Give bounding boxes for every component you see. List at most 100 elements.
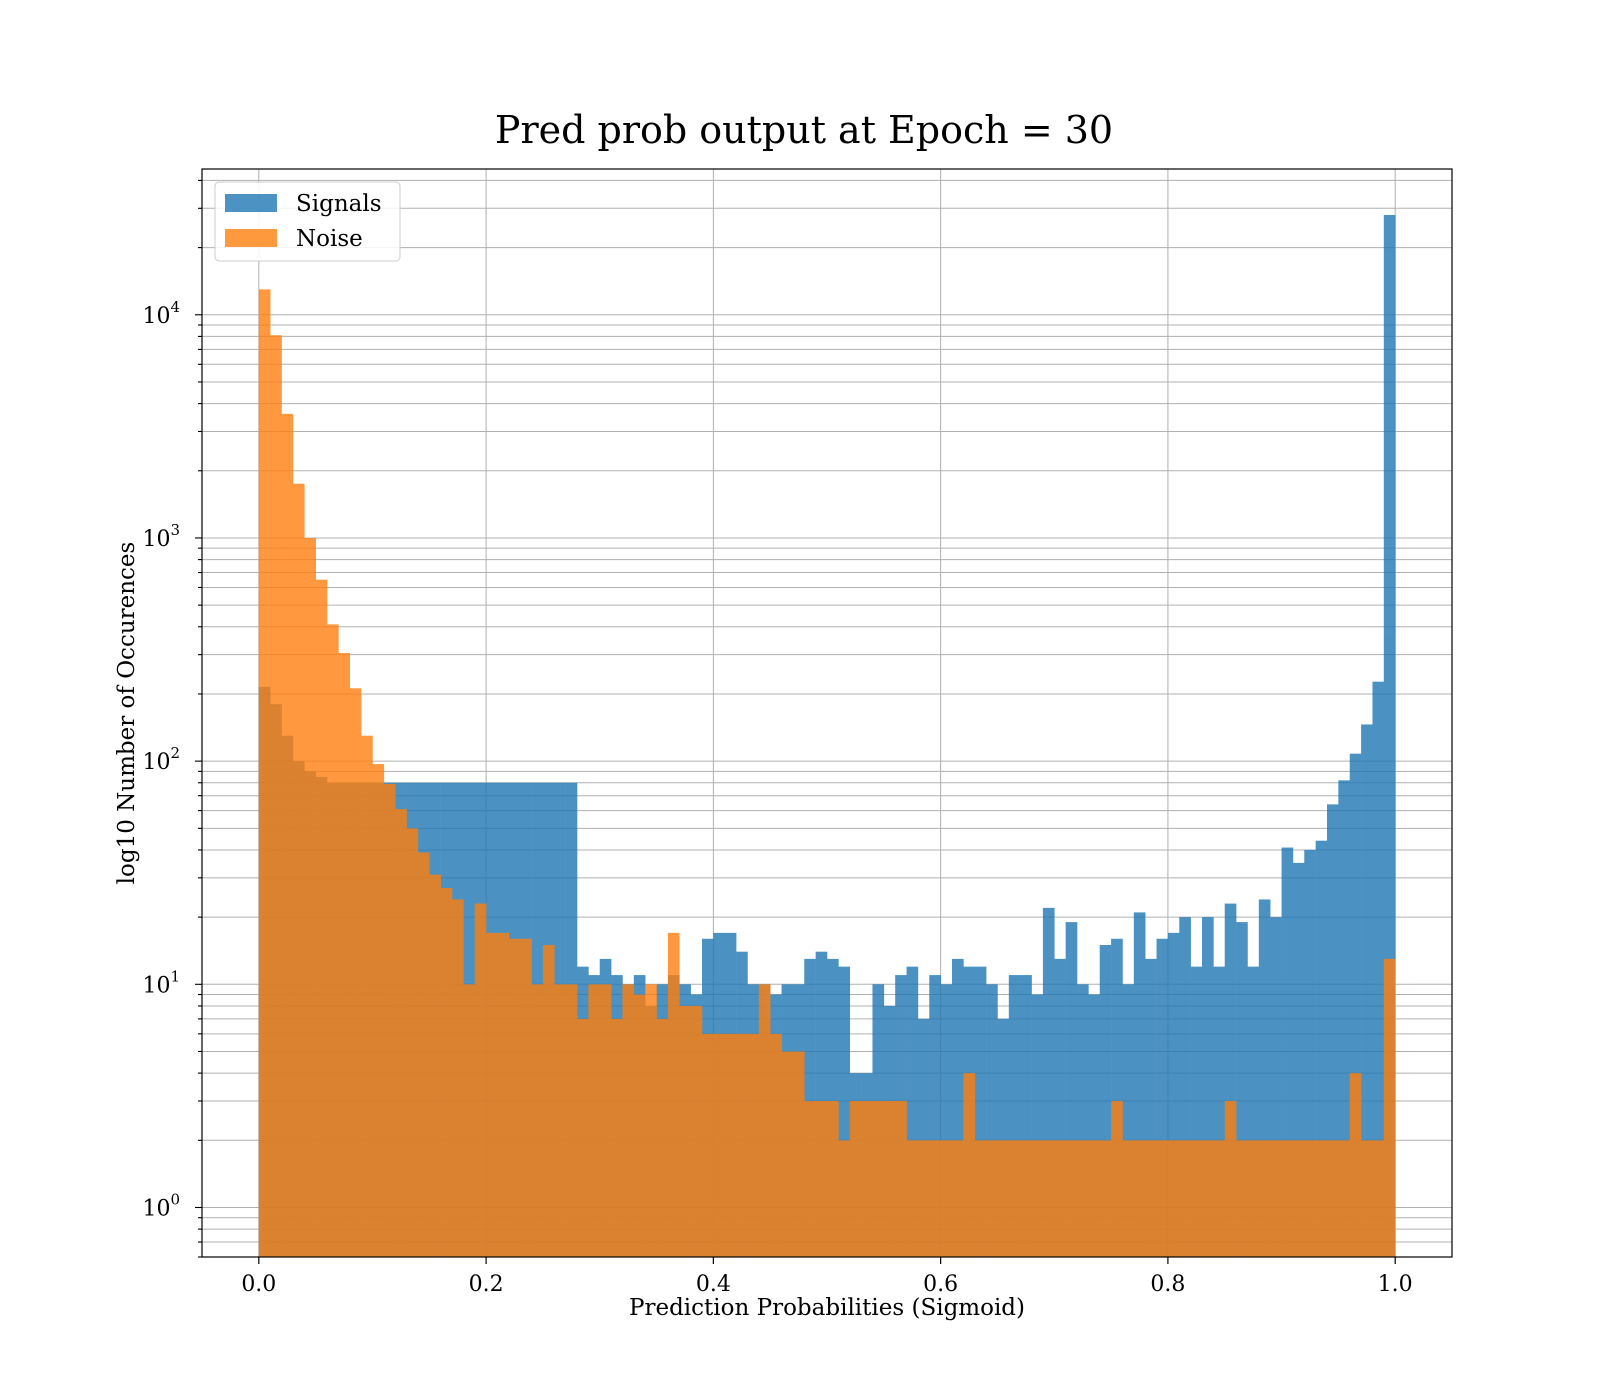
legend-label: Noise xyxy=(296,226,363,252)
bar xyxy=(1236,1140,1248,1257)
bar xyxy=(940,984,953,1257)
bar xyxy=(917,1018,930,1257)
histogram-bars xyxy=(258,214,1396,1258)
bar xyxy=(565,984,578,1257)
legend-swatch xyxy=(225,229,277,247)
x-tick-label: 1.0 xyxy=(1378,1272,1413,1297)
bar xyxy=(1145,958,1157,1257)
bar xyxy=(1133,912,1146,1257)
bar xyxy=(792,1051,805,1257)
x-tick-label: 0.0 xyxy=(241,1272,276,1297)
bar xyxy=(1338,780,1351,1257)
bar xyxy=(861,1101,873,1257)
bar xyxy=(1338,1140,1351,1257)
bar xyxy=(667,932,680,1257)
plot-frame xyxy=(201,168,1453,1258)
bar xyxy=(1042,1140,1055,1257)
bar xyxy=(406,828,419,1257)
bar xyxy=(1077,1140,1089,1257)
bar xyxy=(1258,1140,1271,1257)
bar xyxy=(770,1033,782,1257)
bar xyxy=(1111,1101,1123,1257)
bar xyxy=(849,1101,862,1257)
bar xyxy=(986,1140,998,1257)
legend-swatch xyxy=(225,194,277,212)
series-noise xyxy=(258,289,1396,1258)
bar xyxy=(963,1073,976,1257)
bar xyxy=(1247,966,1260,1257)
bar xyxy=(815,1101,828,1257)
bar xyxy=(713,1033,726,1257)
bar xyxy=(895,1101,907,1257)
bar xyxy=(1122,984,1135,1257)
bar xyxy=(486,932,498,1257)
bar xyxy=(1361,724,1373,1257)
bar xyxy=(1054,1140,1066,1257)
bar xyxy=(304,537,316,1257)
bar xyxy=(1133,1140,1146,1257)
x-axis-ticks: 0.0 0.2 0.4 0.6 0.8 1.0 xyxy=(241,1257,1413,1297)
bar xyxy=(520,938,532,1257)
bar xyxy=(804,1101,816,1257)
bar xyxy=(1327,1140,1339,1257)
bar xyxy=(1008,975,1021,1257)
legend: Signals Noise xyxy=(214,181,401,262)
bar xyxy=(1122,1140,1135,1257)
bar xyxy=(997,1140,1010,1257)
bar xyxy=(1247,1140,1260,1257)
bar xyxy=(929,975,941,1257)
bar xyxy=(349,688,362,1257)
legend-label: Signals xyxy=(296,191,382,217)
bar xyxy=(1088,1140,1101,1257)
x-tick-label: 0.4 xyxy=(696,1272,731,1297)
bar xyxy=(1099,945,1112,1257)
bar xyxy=(440,888,453,1257)
bar xyxy=(1190,966,1203,1257)
bar xyxy=(1304,1140,1316,1257)
bar xyxy=(1111,938,1123,1257)
bar xyxy=(736,1033,748,1257)
bar xyxy=(747,1033,760,1257)
bar xyxy=(1372,1140,1385,1257)
bar xyxy=(554,984,566,1257)
bar xyxy=(1270,917,1282,1257)
bar xyxy=(906,1140,919,1257)
bar xyxy=(952,1140,964,1257)
bar xyxy=(395,809,407,1257)
bar xyxy=(1315,1140,1328,1257)
bar xyxy=(497,932,510,1257)
y-tick-label: 102 xyxy=(142,744,180,775)
bar xyxy=(1179,1140,1191,1257)
bar xyxy=(827,1101,839,1257)
bar xyxy=(656,1018,669,1257)
x-tick-label: 0.6 xyxy=(923,1272,958,1297)
bar xyxy=(1292,862,1305,1257)
bar xyxy=(1258,899,1271,1257)
bar xyxy=(974,1140,987,1257)
bar xyxy=(1213,1140,1226,1257)
bar xyxy=(929,1140,941,1257)
bar xyxy=(372,764,385,1257)
bar xyxy=(1304,849,1316,1257)
y-axis-label: log10 Number of Occurences xyxy=(114,542,140,885)
bar xyxy=(577,1018,589,1257)
bar xyxy=(1281,1140,1294,1257)
bar xyxy=(1292,1140,1305,1257)
bar xyxy=(1372,681,1385,1257)
bar xyxy=(758,984,771,1257)
bar xyxy=(1383,958,1396,1257)
bar xyxy=(690,1005,703,1257)
bar xyxy=(1281,847,1294,1257)
bar xyxy=(327,624,339,1257)
chart-title: Pred prob output at Epoch = 30 xyxy=(495,108,1113,152)
bar xyxy=(1315,840,1328,1257)
y-axis-ticks: 100 101 102 103 104 xyxy=(142,179,202,1258)
bar xyxy=(1224,903,1237,1257)
bar xyxy=(1020,975,1032,1257)
bar xyxy=(1349,753,1362,1257)
x-tick-label: 0.2 xyxy=(469,1272,504,1297)
bar xyxy=(1167,1140,1180,1257)
y-tick-label: 101 xyxy=(142,967,180,998)
bar xyxy=(917,1140,930,1257)
bar xyxy=(1361,1140,1373,1257)
